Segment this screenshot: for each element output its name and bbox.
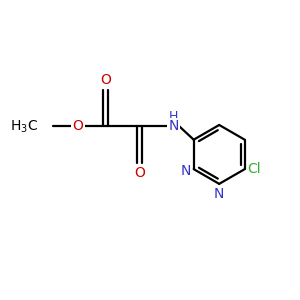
Text: O: O [72,119,83,134]
Text: N: N [214,187,224,201]
Text: O: O [100,73,111,87]
Text: H: H [169,110,178,124]
Text: O: O [134,166,145,180]
Text: N: N [168,119,179,134]
Text: Cl: Cl [248,162,261,176]
Text: N: N [181,164,191,178]
Text: H$_3$C: H$_3$C [10,118,38,135]
